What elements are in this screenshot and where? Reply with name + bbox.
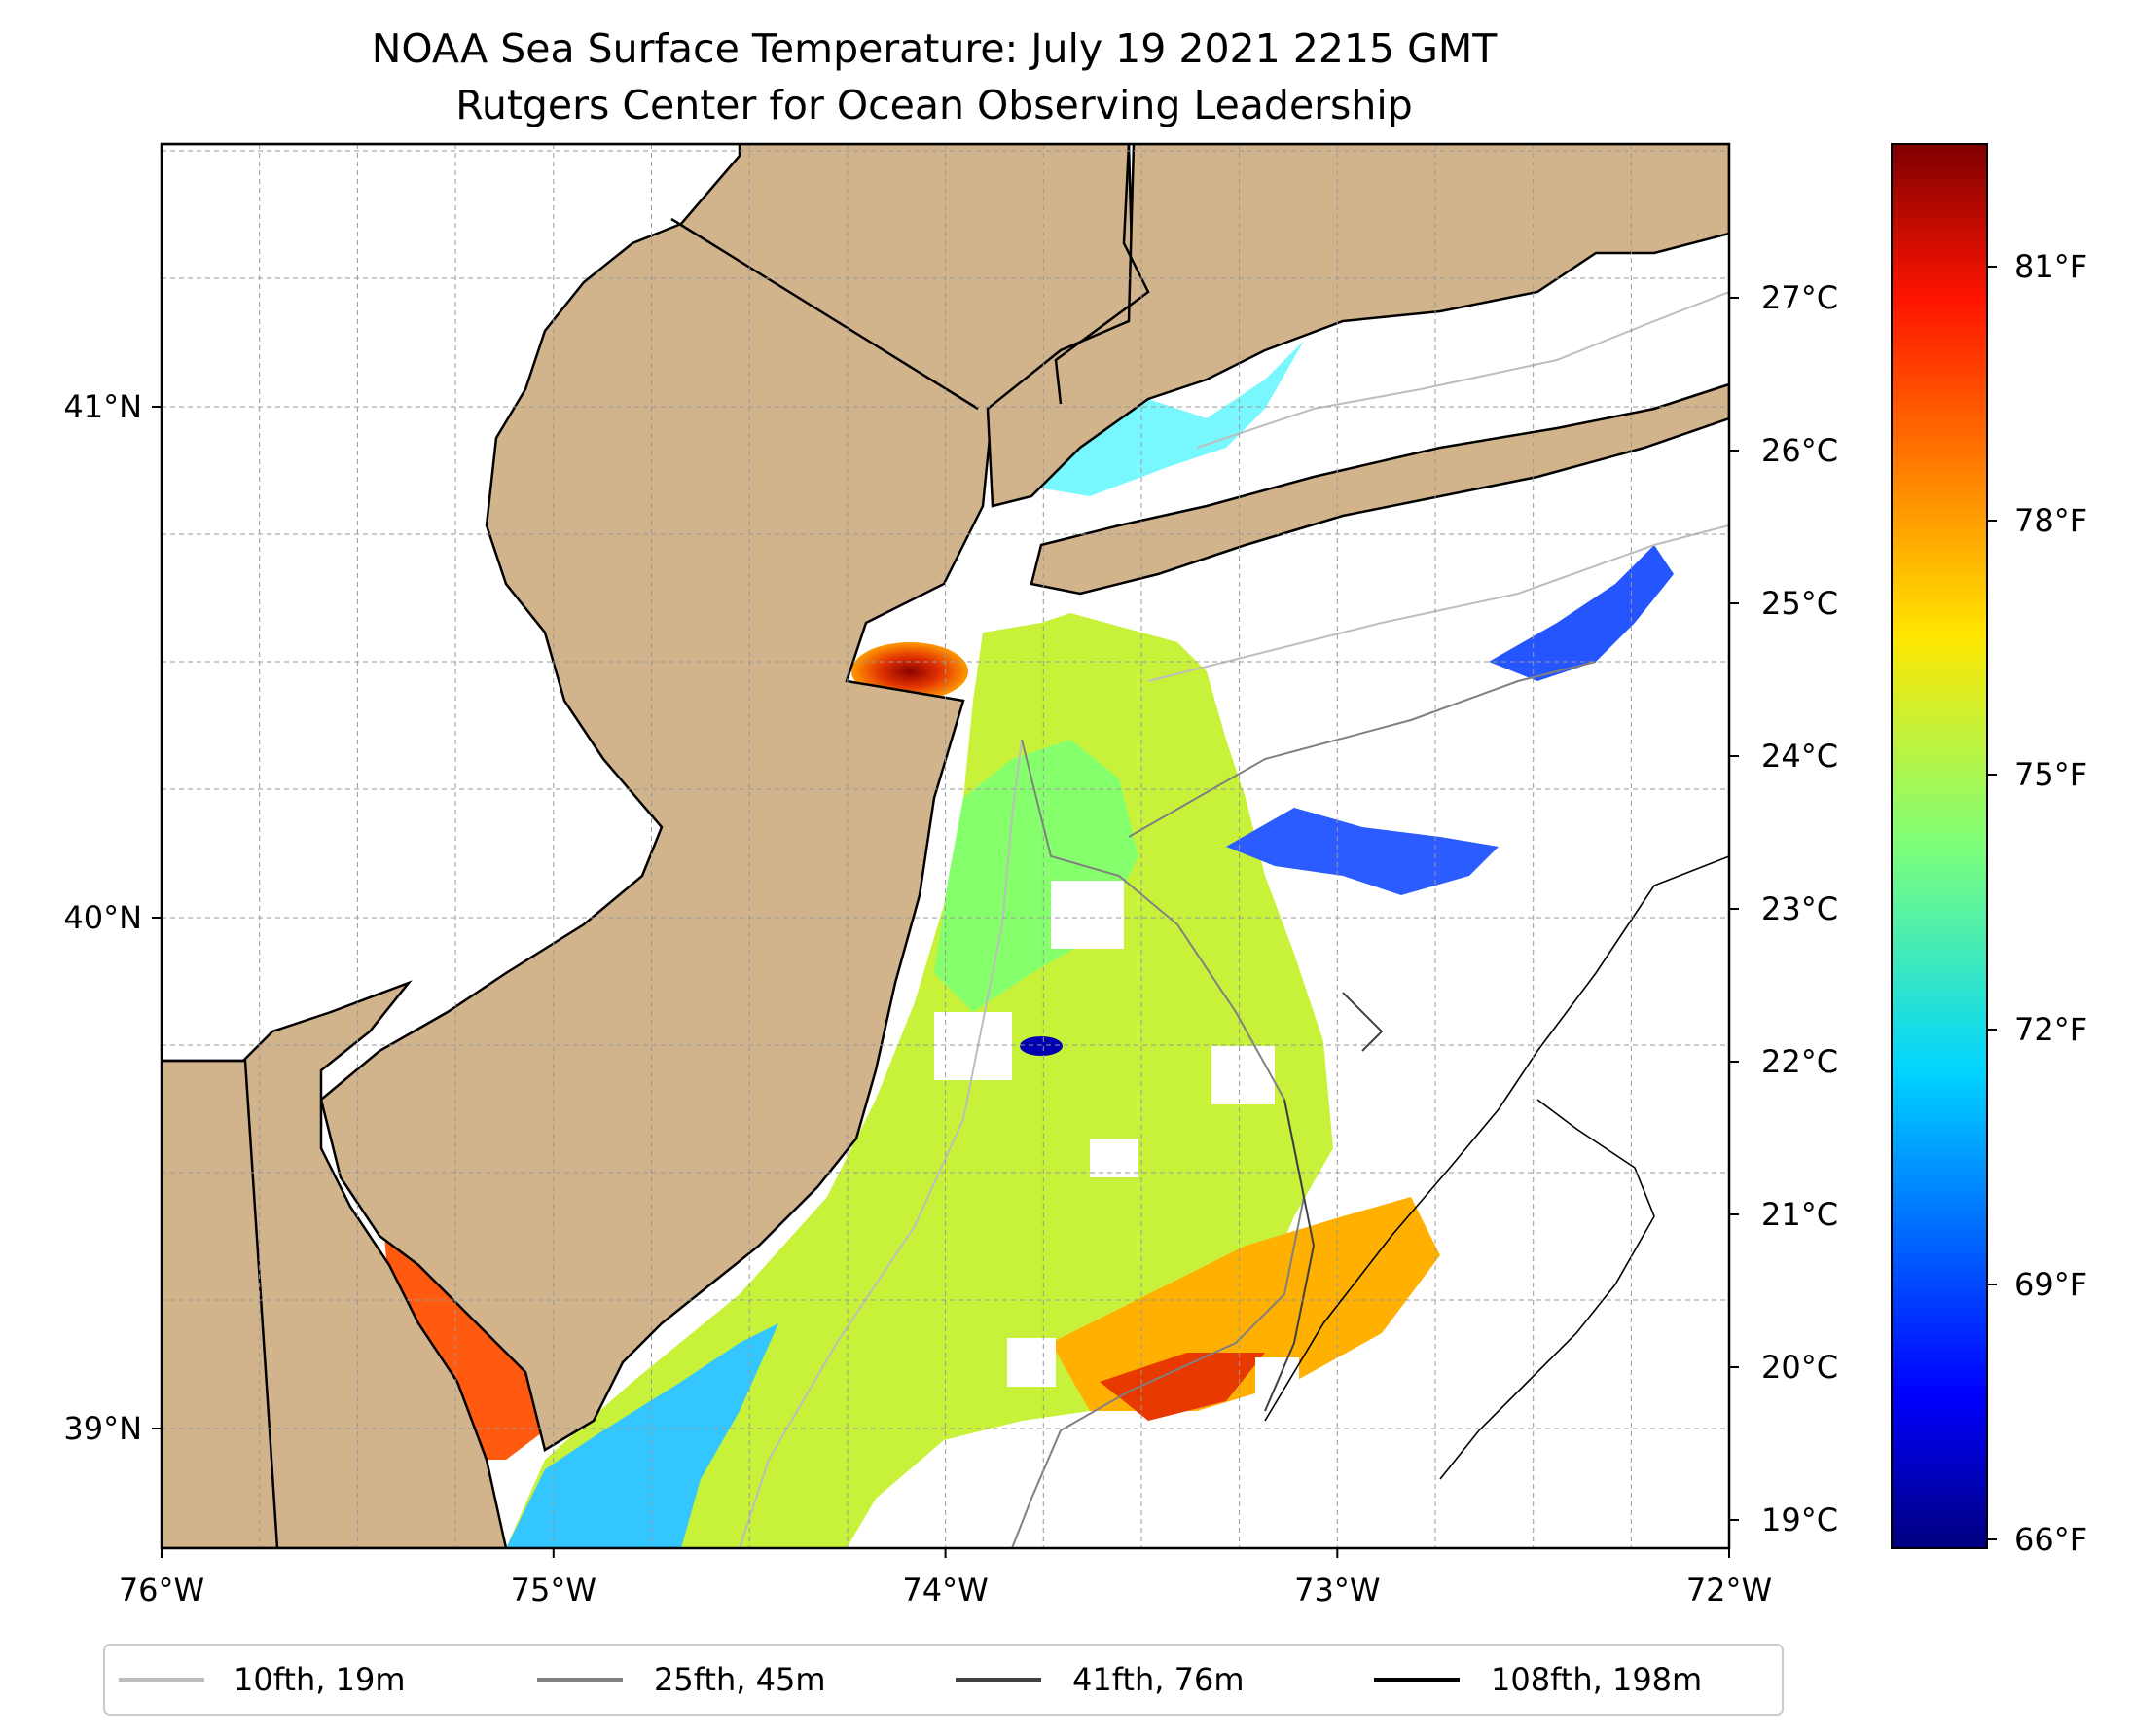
lon-axis: [161, 1548, 1730, 1558]
sst-cold-spot: [1020, 1036, 1063, 1056]
legend: 10fth, 19m 25fth, 45m 41fth, 76m 108fth,…: [103, 1644, 1784, 1716]
long-island-land: [1030, 382, 1729, 596]
legend-label-108fth: 108fth, 198m: [1491, 1661, 1702, 1698]
map-panel: [162, 144, 1729, 1548]
new-jersey-pa-land: [162, 144, 1136, 1452]
fahrenheit-tick-label: 72°F: [2014, 1011, 2087, 1048]
lon-tick-label: 76°W: [119, 1572, 204, 1609]
lat-tick-label: 40°N: [63, 899, 142, 936]
contour-76m: [1264, 992, 1384, 1412]
sst-longisland-sound: [1031, 341, 1304, 496]
celsius-tick-label: 20°C: [1761, 1349, 1838, 1386]
legend-label-25fth: 25fth, 45m: [654, 1661, 825, 1698]
colorbar: [1891, 143, 1988, 1549]
state-borders: [162, 144, 1150, 1548]
title-line-2: Rutgers Center for Ocean Observing Leade…: [455, 82, 1413, 128]
celsius-tick-label: 25°C: [1761, 585, 1838, 622]
border-ny-ct: [1054, 144, 1150, 405]
title-line-1: NOAA Sea Surface Temperature: July 19 20…: [372, 25, 1499, 72]
lon-tick-label: 73°W: [1294, 1572, 1380, 1609]
legend-label-10fth: 10fth, 19m: [234, 1661, 405, 1698]
lat-tick-label: 39°N: [63, 1410, 142, 1447]
sst-warm-southeast: [1051, 1197, 1440, 1411]
celsius-tick-label: 24°C: [1761, 738, 1838, 775]
sst-hot-band: [1100, 1353, 1265, 1421]
border-de-md: [162, 1059, 279, 1548]
fahrenheit-tick-label: 66°F: [2014, 1521, 2087, 1558]
lat-axis: [152, 406, 162, 1429]
contour-19m: [739, 291, 1729, 1548]
bathymetry-contours: [739, 291, 1729, 1548]
new-york-ct-land: [986, 144, 1729, 508]
sst-cloud-gap-4: [1090, 1139, 1138, 1177]
sst-blue-patch-northeast: [1489, 545, 1674, 681]
sst-cloud-gap-3: [1211, 1046, 1275, 1104]
sst-cloud-gap-1: [1051, 881, 1124, 949]
sst-blue-patch-east: [1226, 808, 1499, 895]
sst-cloud-gap-5: [1007, 1338, 1056, 1387]
lon-tick-label: 74°W: [902, 1572, 988, 1609]
land: [162, 144, 1729, 1548]
sst-cool-nearshore: [506, 1323, 778, 1548]
sst-green-band: [934, 740, 1138, 1012]
celsius-tick-label: 19°C: [1761, 1501, 1838, 1538]
celsius-tick-label: 23°C: [1761, 890, 1838, 927]
fahrenheit-tick-label: 75°F: [2014, 756, 2087, 793]
fahrenheit-axis: [1987, 266, 1997, 1540]
celsius-tick-label: 22°C: [1761, 1043, 1838, 1080]
lat-tick-label: 41°N: [63, 388, 142, 425]
border-ny-nj: [670, 217, 979, 411]
celsius-tick-label: 27°C: [1761, 279, 1838, 316]
contour-198m: [1264, 855, 1729, 1480]
gridlines: [162, 144, 1729, 1548]
delmarva-land: [162, 980, 508, 1548]
celsius-tick-label: 21°C: [1761, 1196, 1838, 1233]
fahrenheit-tick-label: 81°F: [2014, 248, 2087, 285]
celsius-axis: [1729, 297, 1739, 1521]
legend-box: [103, 1644, 1784, 1716]
lon-tick-label: 72°W: [1686, 1572, 1772, 1609]
fahrenheit-tick-label: 78°F: [2014, 502, 2087, 539]
fahrenheit-tick-label: 69°F: [2014, 1266, 2087, 1303]
lon-tick-label: 75°W: [511, 1572, 596, 1609]
legend-label-41fth: 41fth, 76m: [1072, 1661, 1244, 1698]
celsius-tick-label: 26°C: [1761, 432, 1838, 469]
